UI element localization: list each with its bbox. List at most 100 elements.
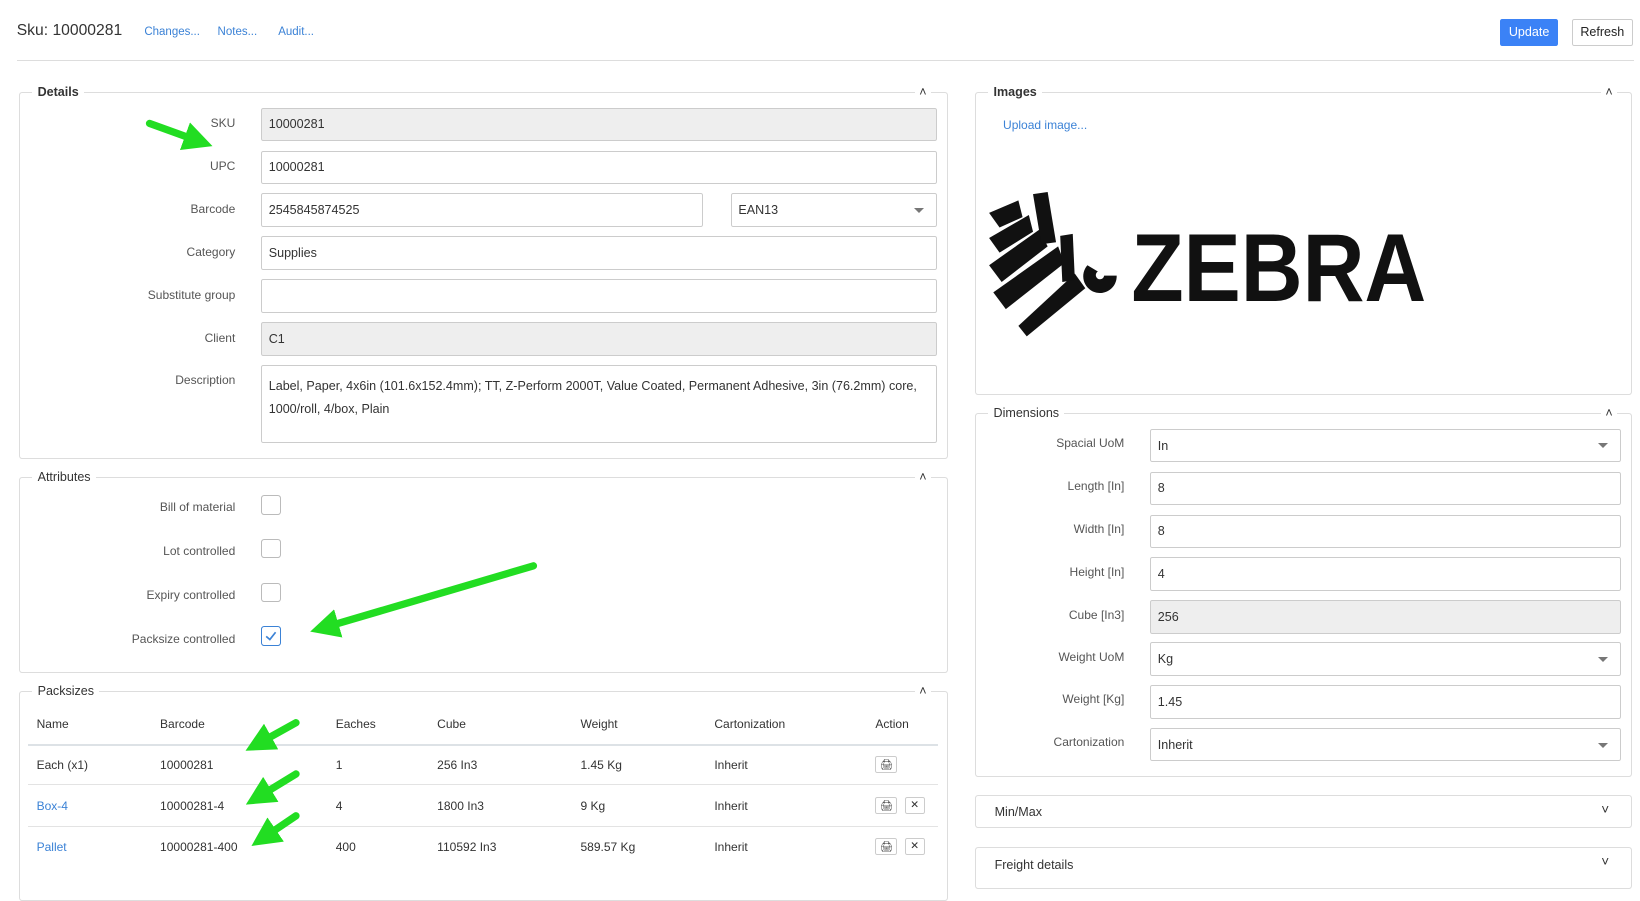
minmax-label: Min/Max	[994, 805, 1042, 820]
changes-link[interactable]: Changes...	[144, 26, 200, 39]
print-icon[interactable]: 🖨︎	[875, 796, 898, 814]
sku-label: SKU	[210, 116, 236, 131]
row-barcode: 10000281-400	[160, 839, 238, 854]
attributes-panel: Attributes ˄	[18, 469, 948, 673]
expiry-controlled-checkbox[interactable]	[261, 582, 282, 603]
collapse-chevron-icon[interactable]: ˄	[915, 469, 931, 484]
details-legend: Details	[32, 84, 84, 99]
row-name-link[interactable]: Box-4	[36, 799, 68, 814]
spacial-uom-select[interactable]: In	[1150, 428, 1622, 463]
col-eaches: Eaches	[335, 717, 376, 732]
barcode-type-select[interactable]: EAN13	[731, 193, 938, 227]
width-label: Width [In]	[1073, 521, 1125, 536]
description-label: Description	[175, 373, 236, 388]
delete-icon[interactable]: ✕	[904, 796, 925, 814]
dropdown-caret-icon	[1597, 656, 1608, 662]
cartonization-select[interactable]: Inherit	[1150, 727, 1622, 762]
collapse-chevron-icon[interactable]: ˄	[915, 683, 931, 698]
barcode-field[interactable]: 2545845874525	[261, 193, 703, 227]
cube-label: Cube [In3]	[1068, 607, 1125, 622]
row-cartonization: Inherit	[714, 839, 748, 854]
images-panel: Images ˄	[974, 84, 1632, 396]
print-icon[interactable]: 🖨︎	[875, 837, 898, 855]
packsizes-panel: Packsizes ˄	[18, 683, 948, 901]
collapse-chevron-icon[interactable]: ˄	[1601, 405, 1617, 420]
print-icon[interactable]: 🖨︎	[875, 756, 898, 773]
description-textarea[interactable]: Label, Paper, 4x6in (101.6x152.4mm); TT,…	[261, 365, 938, 444]
length-field[interactable]: 8	[1150, 471, 1622, 506]
row-cartonization: Inherit	[714, 799, 748, 814]
cartonization-value: Inherit	[1157, 737, 1193, 752]
packsize-controlled-checkbox[interactable]	[261, 626, 282, 647]
upc-label: UPC	[209, 158, 236, 173]
zebra-head-icon	[989, 192, 1118, 337]
lot-controlled-label: Lot controlled	[163, 543, 236, 558]
spacial-uom-label: Spacial UoM	[1056, 436, 1125, 451]
freight-details-label: Freight details	[994, 857, 1074, 872]
upload-image-link[interactable]: Upload image...	[1003, 118, 1088, 133]
packsize-controlled-label: Packsize controlled	[131, 631, 236, 646]
substitute-group-field[interactable]	[261, 279, 938, 313]
client-field: C1	[261, 322, 938, 356]
category-field[interactable]: Supplies	[261, 236, 938, 270]
minmax-panel[interactable]: Min/Max ˅	[974, 794, 1632, 829]
expiry-controlled-label: Expiry controlled	[146, 587, 236, 602]
substitute-group-label: Substitute group	[147, 287, 236, 302]
col-cartonization: Cartonization	[714, 717, 786, 732]
col-action: Action	[875, 717, 909, 732]
height-field[interactable]: 4	[1150, 557, 1622, 591]
col-barcode: Barcode	[160, 717, 205, 732]
row-weight: 9 Kg	[580, 799, 606, 814]
collapse-chevron-icon[interactable]: ˄	[1601, 84, 1617, 99]
cartonization-label: Cartonization	[1053, 735, 1125, 750]
images-legend: Images	[988, 84, 1042, 99]
update-button[interactable]: Update	[1499, 18, 1559, 46]
row-name-link[interactable]: Pallet	[36, 839, 67, 854]
length-label: Length [In]	[1067, 479, 1125, 494]
height-label: Height [In]	[1069, 564, 1125, 579]
spacial-uom-value: In	[1157, 438, 1169, 453]
upc-field[interactable]: 10000281	[261, 150, 938, 185]
audit-link[interactable]: Audit...	[278, 26, 315, 39]
row-weight: 589.57 Kg	[580, 839, 636, 854]
dimensions-panel: Dimensions ˄	[974, 405, 1632, 778]
row-cartonization: Inherit	[714, 758, 748, 773]
weight-field[interactable]: 1.45	[1150, 685, 1622, 719]
row-divider	[28, 784, 939, 786]
sku-field: 10000281	[261, 107, 938, 142]
weight-uom-value: Kg	[1157, 651, 1174, 666]
client-label: Client	[204, 330, 236, 345]
row-divider	[28, 826, 939, 828]
header-divider	[16, 59, 1634, 61]
width-field[interactable]: 8	[1150, 514, 1622, 549]
row-eaches: 1	[335, 758, 343, 773]
row-eaches: 4	[335, 799, 343, 814]
notes-link[interactable]: Notes...	[217, 26, 258, 39]
table-header-divider	[28, 743, 939, 746]
lot-controlled-checkbox[interactable]	[261, 538, 282, 559]
page-title: Sku: 10000281	[16, 21, 123, 39]
freight-details-panel[interactable]: Freight details ˅	[974, 847, 1632, 889]
cube-field: 256	[1150, 600, 1622, 634]
expand-chevron-icon[interactable]: ˅	[1601, 802, 1610, 818]
bill-of-material-label: Bill of material	[159, 499, 236, 514]
barcode-type-value: EAN13	[738, 203, 779, 218]
category-label: Category	[186, 244, 236, 259]
row-eaches: 400	[335, 839, 356, 854]
row-cube: 1800 In3	[437, 799, 484, 814]
row-cube: 256 In3	[437, 758, 478, 773]
packsizes-legend: Packsizes	[32, 683, 100, 698]
dropdown-caret-icon	[913, 208, 924, 213]
details-panel: Details ˄	[18, 84, 948, 460]
row-weight: 1.45 Kg	[580, 758, 622, 773]
dimensions-legend: Dimensions	[988, 405, 1065, 420]
delete-icon[interactable]: ✕	[904, 837, 925, 855]
collapse-chevron-icon[interactable]: ˄	[915, 84, 931, 99]
bill-of-material-checkbox[interactable]	[261, 494, 282, 515]
weight-uom-select[interactable]: Kg	[1150, 642, 1622, 676]
refresh-button[interactable]: Refresh	[1571, 18, 1633, 46]
expand-chevron-icon[interactable]: ˅	[1601, 854, 1610, 870]
col-name: Name	[36, 717, 69, 732]
barcode-label: Barcode	[190, 201, 236, 216]
dropdown-caret-icon	[1597, 742, 1608, 748]
